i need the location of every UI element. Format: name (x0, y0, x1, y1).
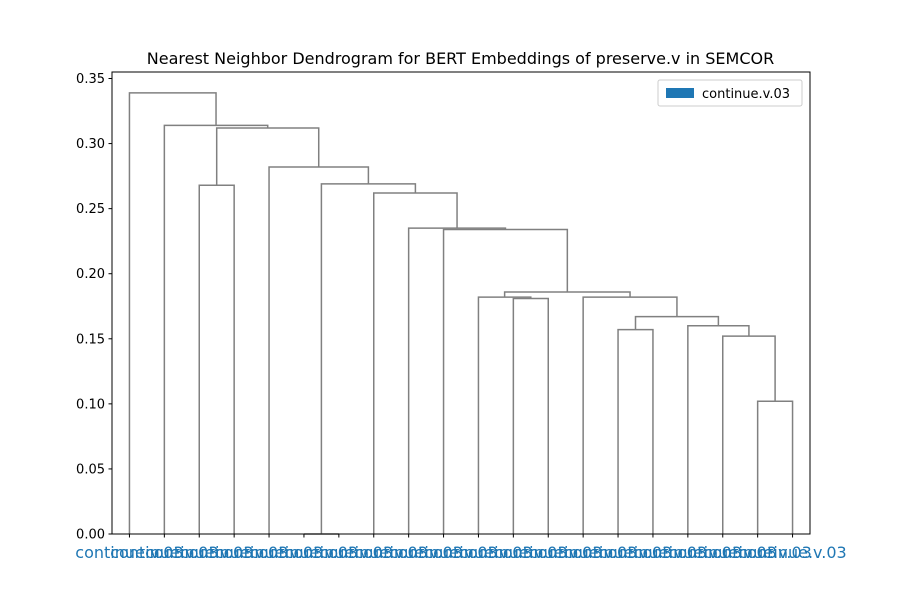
legend-box (657, 79, 803, 107)
leaf-label: continue.v.03 (738, 543, 846, 562)
leaf-label: continue.v.03 (529, 543, 637, 562)
leaf-labels: continue.v.03continue.v.03continue.v.03c… (75, 534, 847, 562)
y-tick-label: 0.30 (76, 137, 105, 152)
y-tick-label: 0.05 (76, 462, 105, 477)
y-tick-label: 0.20 (76, 267, 105, 282)
dendrogram-link (128, 92, 217, 534)
dendrogram-link (373, 192, 458, 534)
dendrogram-link (617, 328, 654, 534)
leaf-label: continue.v.03 (110, 543, 218, 562)
legend-label: continue.v.03 (702, 87, 790, 102)
leaf-label: continue.v.03 (564, 543, 672, 562)
leaf-label: continue.v.03 (215, 543, 323, 562)
leaf-label: continue.v.03 (389, 543, 497, 562)
dendrogram-link (198, 184, 235, 534)
leaf-label: continue.v.03 (250, 543, 358, 562)
dendrogram-link (512, 297, 549, 534)
dendrogram-link (268, 166, 370, 534)
dendrogram-link (687, 325, 750, 534)
leaf-label: continue.v.03 (634, 543, 742, 562)
dendrogram-links (128, 92, 794, 535)
y-tick-label: 0.35 (76, 72, 105, 87)
y-tick-label: 0.10 (76, 397, 105, 412)
legend: continue.v.03 (657, 79, 803, 107)
dendrogram-link (320, 183, 417, 534)
leaf-label: continue.v.03 (424, 543, 532, 562)
y-tick-label: 0.00 (76, 528, 105, 543)
legend-swatch (666, 88, 694, 98)
y-tick-label: 0.15 (76, 332, 105, 347)
dendrogram-link (477, 296, 532, 534)
leaf-label: continue.v.03 (354, 543, 462, 562)
dendrogram-link (582, 296, 678, 534)
dendrogram-link (722, 335, 776, 534)
leaf-label: continue.v.03 (320, 543, 428, 562)
dendrogram-link (634, 315, 720, 330)
leaf-label: continue.v.03 (145, 543, 253, 562)
leaf-label: continue.v.03 (75, 543, 183, 562)
dendrogram-link (163, 124, 269, 534)
plot-frame (111, 71, 811, 535)
y-tick-label: 0.25 (76, 202, 105, 217)
dendrogram-link (756, 400, 794, 534)
dendrogram-link (407, 227, 507, 534)
leaf-label: continue.v.03 (180, 543, 288, 562)
leaf-label: continue.v.03 (669, 543, 777, 562)
leaf-label: continue.v.03 (703, 543, 811, 562)
dendrogram-link (215, 127, 320, 186)
leaf-label: continue.v.03 (459, 543, 567, 562)
chart-title: Nearest Neighbor Dendrogram for BERT Emb… (147, 49, 774, 68)
leaf-label: continue.v.03 (494, 543, 602, 562)
leaf-label: continue.v.03 (285, 543, 393, 562)
dendrogram-link (503, 291, 631, 298)
leaf-label: continue.v.03 (599, 543, 707, 562)
axes: 0.00 0.05 0.10 0.15 0.20 0.25 0.30 0.35 (76, 71, 811, 543)
